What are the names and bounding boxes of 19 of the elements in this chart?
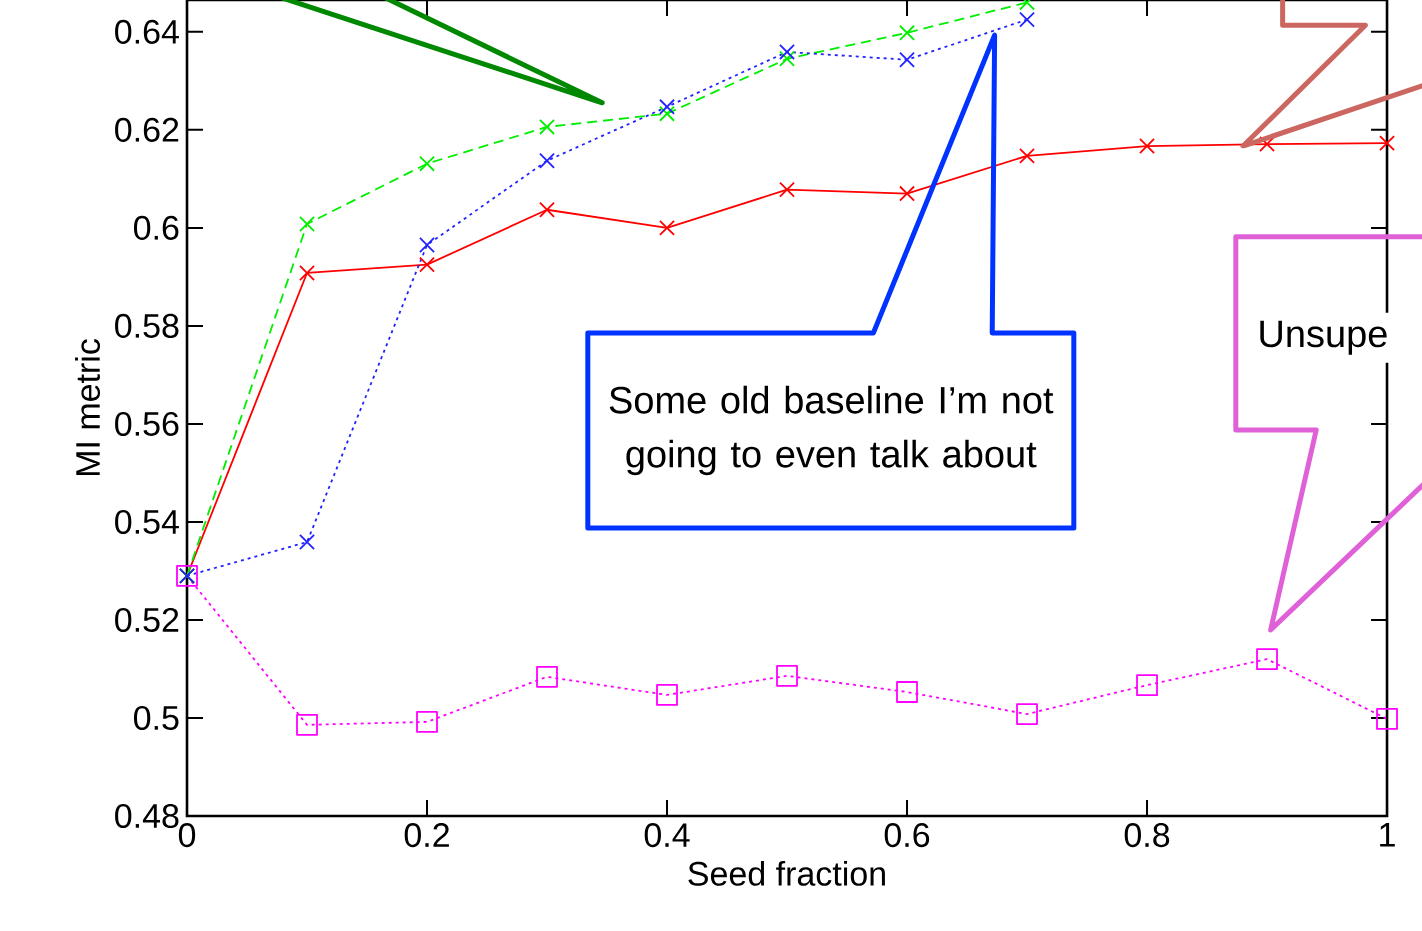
annotation: Unsupe [1260,320,1387,355]
y-tick-label: 0.5 [133,705,179,731]
y-axis-title: MI metric [75,339,101,476]
y-tick-label: 0.58 [115,313,179,338]
x-tick-label: 0.8 [1124,823,1170,848]
y-tick-label: 0.54 [115,509,179,534]
x-tick-label: 1 [1380,823,1395,847]
x-tick-label: 0.6 [884,823,930,848]
x-axis-title: Seed fraction [688,860,885,886]
x-tick-label: 0.4 [644,823,690,848]
x-tick-label: 0 [178,823,196,848]
x-tick-label: 0.2 [404,823,449,848]
y-tick-label: 0.56 [115,411,179,436]
annotation: Some old baseline I’m not going to even talk about [609,385,1054,476]
y-tick-label: 0.6 [133,215,179,240]
y-tick-label: 0.52 [115,607,179,633]
y-tick-label: 0.62 [115,117,179,142]
y-tick-label: 0.48 [115,803,179,829]
y-tick-label: 0.64 [115,19,179,44]
